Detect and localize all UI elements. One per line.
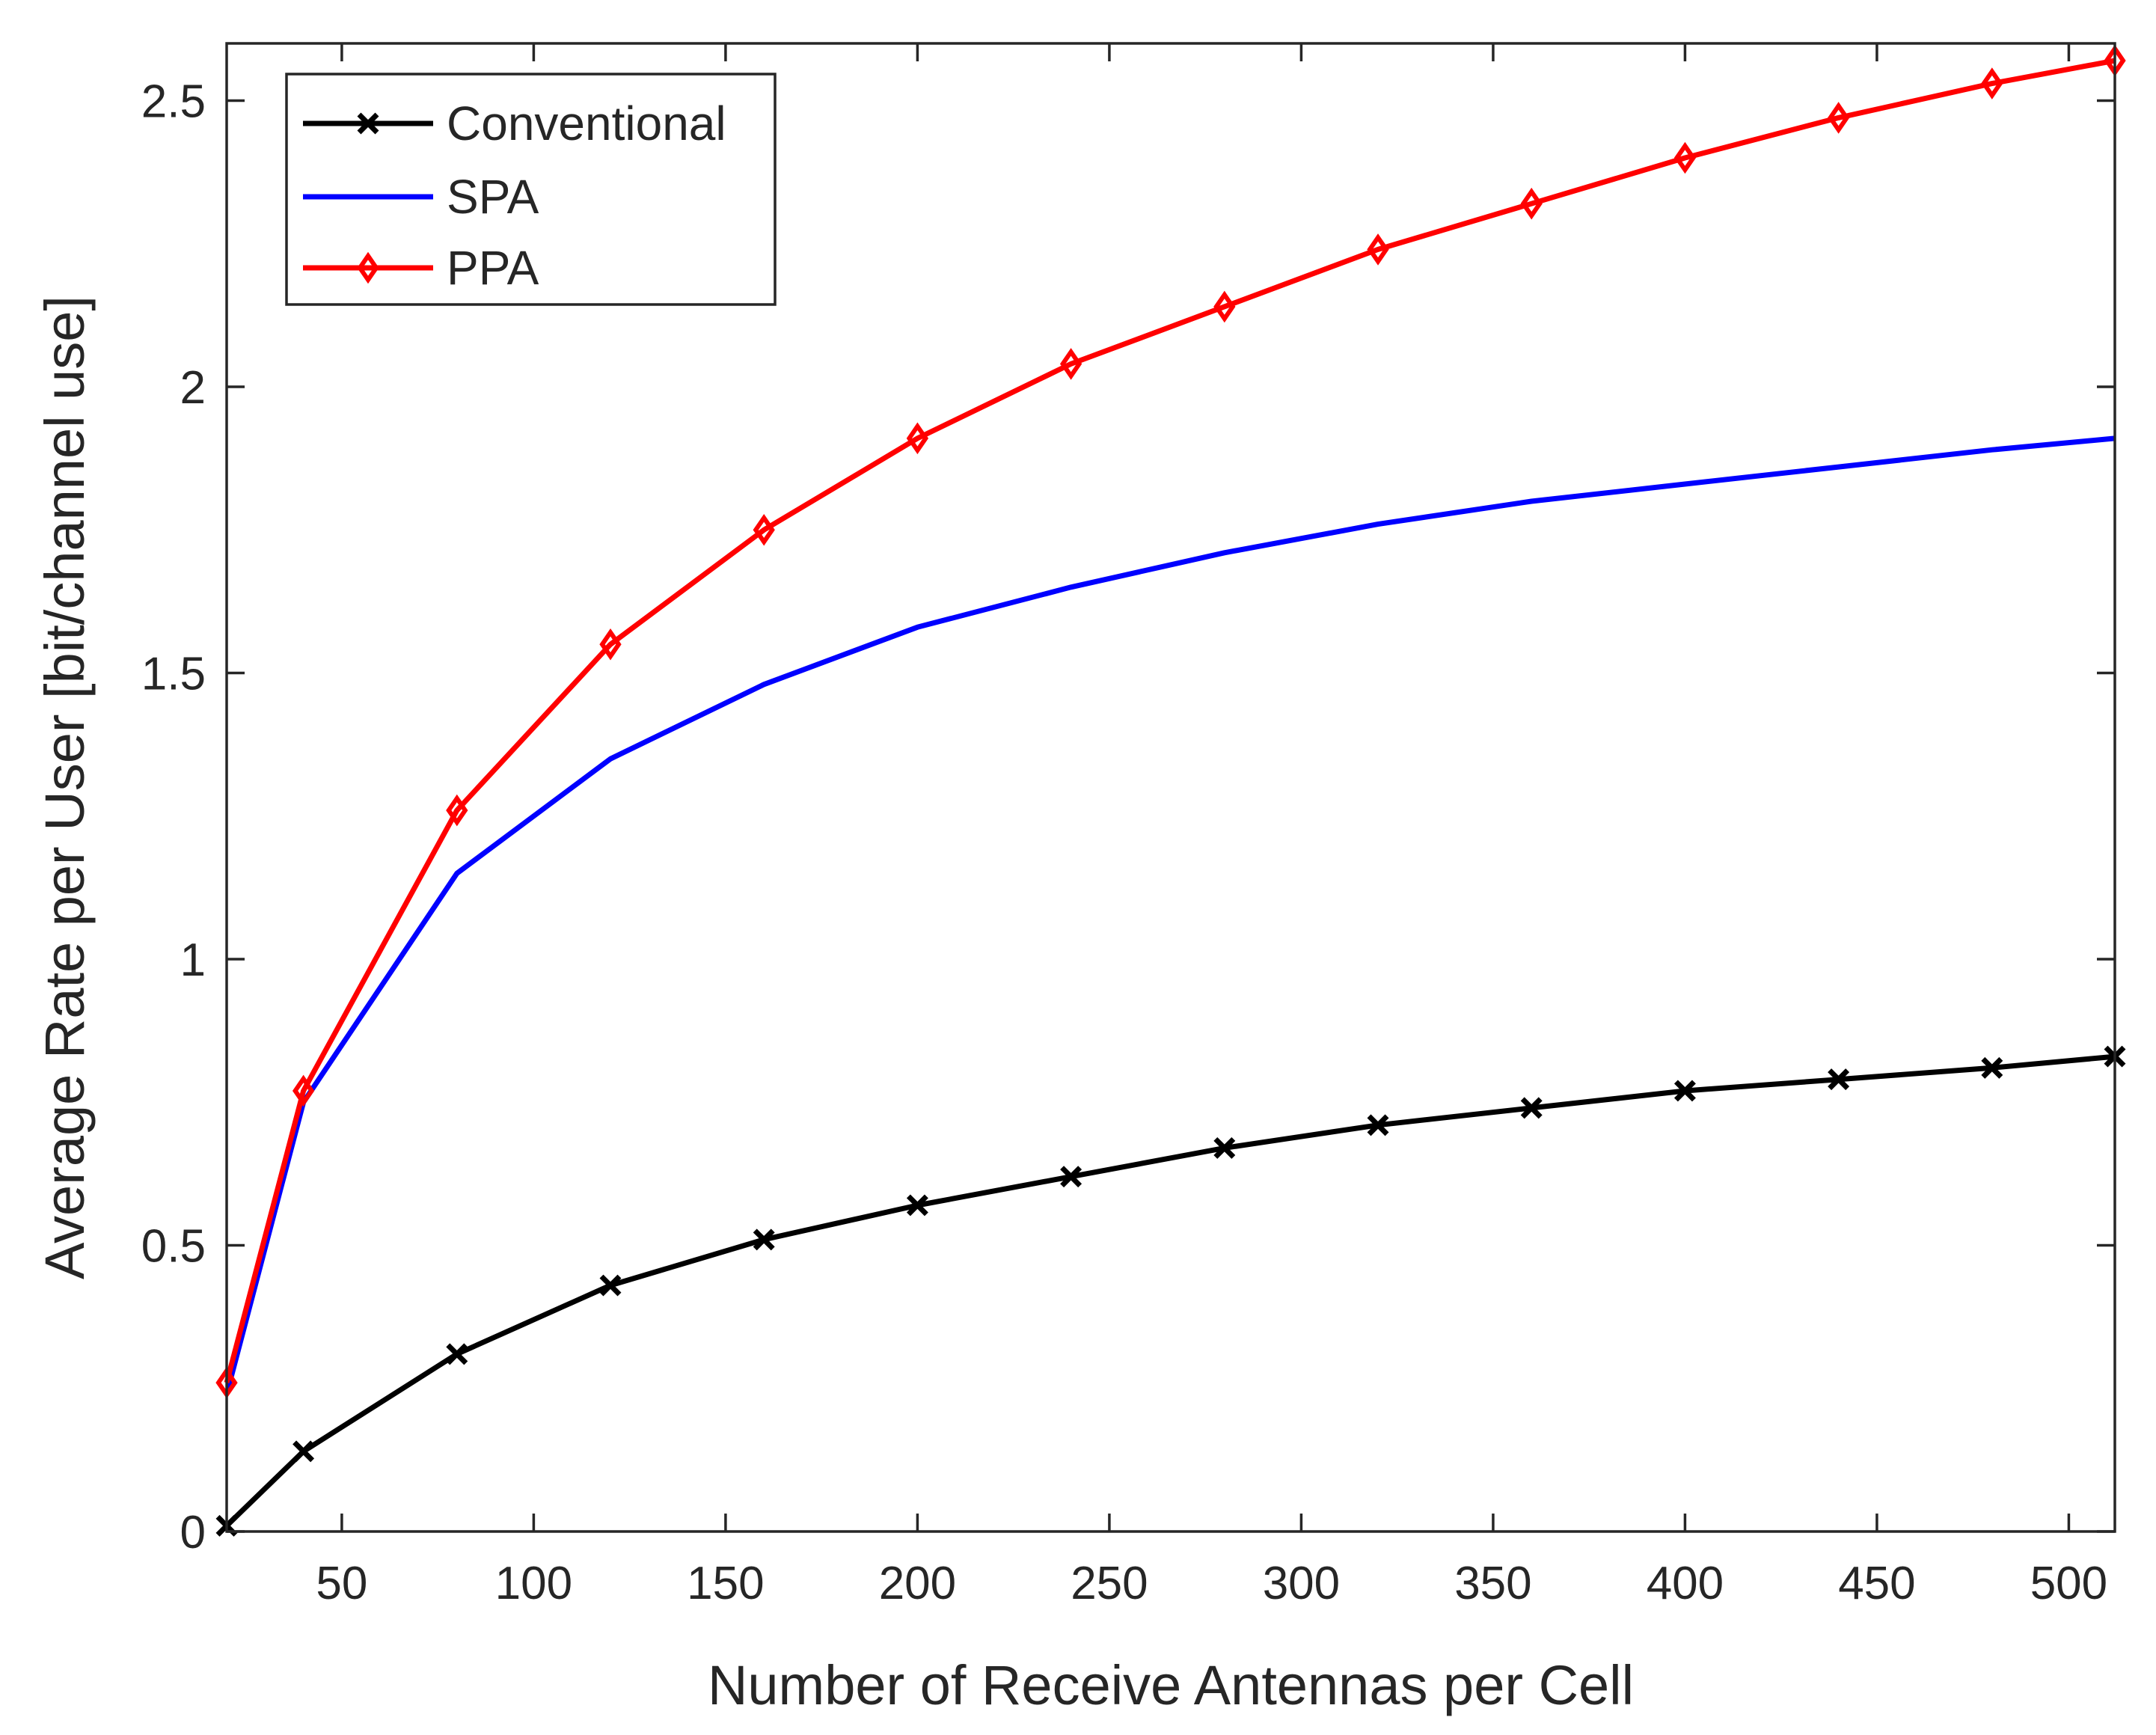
series-line-spa [224,435,2116,1395]
series-conventional [215,1045,2126,1537]
series-layer [215,44,2126,1537]
data-point-ppa [1520,187,1543,220]
data-point-ppa [1673,141,1697,174]
data-point-conventional [1981,1056,2003,1079]
data-point-conventional [293,1440,315,1463]
legend-label-ppa: PPA [447,241,539,295]
data-point-conventional [446,1343,468,1365]
data-point-ppa [446,794,468,827]
x-axis-label: Number of Receive Antennas per Cell [708,1654,1634,1716]
legend-item-spa: SPA [303,170,539,224]
legend-label-spa: SPA [447,170,539,224]
data-point-ppa [1827,102,1850,134]
legend: Conventional SPA PPA [285,73,777,306]
axes-box [225,42,2116,1533]
x-tick-label: 450 [1838,1558,1915,1609]
y-tick-label: 2.5 [141,76,206,128]
data-point-ppa [1059,348,1082,380]
data-point-conventional [753,1228,775,1251]
legend-marker-ppa [357,251,379,284]
y-tick-label: 2 [180,362,206,414]
data-point-conventional [599,1274,622,1297]
x-tick-label: 200 [879,1558,956,1609]
data-point-ppa [753,513,775,546]
data-point-ppa [599,628,622,661]
legend-item-ppa: PPA [303,241,539,295]
x-tick-label: 250 [1071,1558,1148,1609]
legend-marker-conventional [357,112,379,135]
data-point-conventional [1828,1068,1850,1091]
data-point-conventional [1673,1080,1696,1102]
series-spa [224,435,2116,1395]
x-tick-label: 500 [2030,1558,2107,1609]
x-tick-label: 300 [1263,1558,1340,1609]
data-point-conventional [1213,1136,1236,1159]
x-tick-label: 350 [1454,1558,1531,1609]
legend-label-conventional: Conventional [447,97,726,150]
data-point-ppa [1981,67,2003,100]
x-tick-label: 150 [687,1558,764,1609]
series-line-ppa [224,58,2116,1383]
series-line-conventional [224,1053,2116,1528]
y-tick-label: 1.5 [141,649,206,700]
data-point-ppa [292,1074,315,1107]
axes-layer: 50 100 150 200 250 300 350 400 450 500 0 0.5 1 1.5 2 2.… [141,42,2116,1609]
data-point-conventional [1060,1166,1082,1188]
x-tick-label: 100 [495,1558,572,1609]
y-axis-label: Average Rate per User [bit/channel use] [34,296,96,1279]
y-tick-label: 0 [180,1507,206,1558]
data-point-ppa [1213,290,1236,323]
data-point-ppa [906,422,929,455]
data-point-conventional [1367,1114,1389,1136]
data-point-ppa [1367,233,1389,266]
data-point-conventional [1520,1097,1543,1119]
x-tick-label: 50 [316,1558,367,1609]
x-tick-label: 400 [1647,1558,1724,1609]
legend-item-conventional: Conventional [303,97,726,150]
y-tick-label: 0.5 [141,1221,206,1273]
y-tick-label: 1 [180,934,206,986]
data-point-conventional [906,1194,928,1217]
